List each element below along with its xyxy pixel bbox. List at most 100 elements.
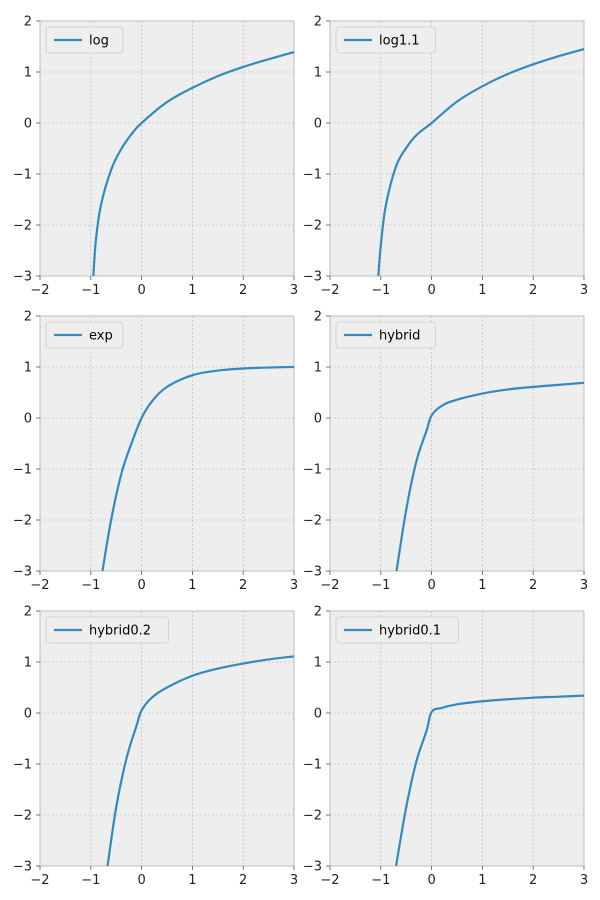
- x-tick-label: 0: [137, 283, 145, 298]
- x-tick-label: 0: [427, 873, 435, 888]
- y-tick-label: 2: [314, 15, 322, 30]
- y-tick-label: −1: [13, 758, 32, 773]
- plot-frame: [329, 610, 585, 867]
- y-tick-label: −2: [303, 219, 322, 234]
- y-tick-label: −2: [13, 219, 32, 234]
- legend-box: [45, 616, 169, 644]
- plot-frame: [329, 315, 585, 572]
- x-tick-label: 1: [188, 578, 196, 593]
- y-tick-label: −1: [303, 168, 322, 183]
- x-tick-label: 2: [529, 873, 537, 888]
- y-tick-label: −1: [303, 758, 322, 773]
- x-tick-label: −1: [371, 283, 390, 298]
- plot-area: [40, 21, 294, 276]
- plot-area: [330, 611, 584, 866]
- y-tick-label: 0: [24, 707, 32, 722]
- y-tick-label: 0: [24, 117, 32, 132]
- y-tick-label: 1: [24, 66, 32, 81]
- y-tick-label: −1: [303, 463, 322, 478]
- x-tick-label: −2: [320, 578, 339, 593]
- plot-frame: [39, 20, 295, 277]
- x-tick-label: 3: [290, 578, 298, 593]
- y-tick-label: 1: [314, 66, 322, 81]
- x-tick-label: 3: [580, 873, 588, 888]
- x-tick-label: 3: [580, 578, 588, 593]
- x-tick-label: −2: [320, 283, 339, 298]
- x-tick-label: −1: [81, 873, 100, 888]
- y-tick-label: −3: [303, 860, 322, 875]
- series-line-hybrid0.2: [106, 655, 294, 866]
- x-tick-label: −1: [81, 283, 100, 298]
- legend-label: hybrid0.2: [89, 624, 151, 639]
- x-tick-label: −2: [30, 578, 49, 593]
- y-tick-label: −2: [13, 809, 32, 824]
- legend-label: hybrid: [379, 329, 420, 344]
- legend-label: log: [89, 34, 109, 49]
- series-line-hybrid: [395, 381, 584, 571]
- legend-label: hybrid0.1: [379, 624, 441, 639]
- y-tick-label: −2: [303, 514, 322, 529]
- y-tick-label: 0: [314, 707, 322, 722]
- y-tick-label: −3: [303, 565, 322, 580]
- plot-area: [40, 611, 294, 866]
- x-tick-label: 1: [188, 283, 196, 298]
- series-line-exp: [101, 365, 294, 571]
- x-tick-label: −1: [371, 873, 390, 888]
- y-tick-label: 1: [314, 656, 322, 671]
- legend-label: exp: [89, 329, 113, 344]
- y-tick-label: −3: [13, 565, 32, 580]
- series-line-hybrid0.1: [394, 694, 584, 866]
- x-tick-label: 0: [427, 578, 435, 593]
- y-tick-label: 0: [314, 412, 322, 427]
- y-tick-label: 2: [24, 15, 32, 30]
- x-tick-label: −1: [81, 578, 100, 593]
- legend-box: [335, 616, 459, 644]
- legend-box: [45, 26, 124, 54]
- x-tick-label: 2: [529, 283, 537, 298]
- legend-label: log1.1: [379, 34, 420, 49]
- x-tick-label: 1: [478, 578, 486, 593]
- x-tick-label: 1: [188, 873, 196, 888]
- plot-frame: [329, 20, 585, 277]
- x-tick-label: 0: [427, 283, 435, 298]
- y-tick-label: 0: [24, 412, 32, 427]
- plot-area: [330, 316, 584, 571]
- plot-area: [40, 316, 294, 571]
- x-tick-label: 1: [478, 283, 486, 298]
- x-tick-label: 2: [239, 873, 247, 888]
- x-tick-label: 3: [290, 283, 298, 298]
- x-tick-label: −2: [30, 283, 49, 298]
- legend-box: [335, 321, 436, 349]
- y-tick-label: −2: [13, 514, 32, 529]
- x-tick-label: −1: [371, 578, 390, 593]
- x-tick-label: 0: [137, 873, 145, 888]
- x-tick-label: 3: [290, 873, 298, 888]
- x-tick-label: 2: [529, 578, 537, 593]
- x-tick-label: 0: [137, 578, 145, 593]
- y-tick-label: 2: [314, 310, 322, 325]
- y-tick-label: −3: [13, 860, 32, 875]
- y-tick-label: 0: [314, 117, 322, 132]
- x-tick-label: −2: [320, 873, 339, 888]
- legend-box: [45, 321, 124, 349]
- y-tick-label: −2: [303, 809, 322, 824]
- legend-box: [335, 26, 436, 54]
- y-tick-label: 2: [24, 310, 32, 325]
- plot-frame: [39, 610, 295, 867]
- y-tick-label: −1: [13, 463, 32, 478]
- series-line-log: [92, 51, 294, 276]
- y-tick-label: −3: [13, 270, 32, 285]
- y-tick-label: −3: [303, 270, 322, 285]
- x-tick-label: 3: [580, 283, 588, 298]
- y-tick-label: 2: [314, 605, 322, 620]
- y-tick-label: 2: [24, 605, 32, 620]
- plot-area: [330, 21, 584, 276]
- x-tick-label: 2: [239, 578, 247, 593]
